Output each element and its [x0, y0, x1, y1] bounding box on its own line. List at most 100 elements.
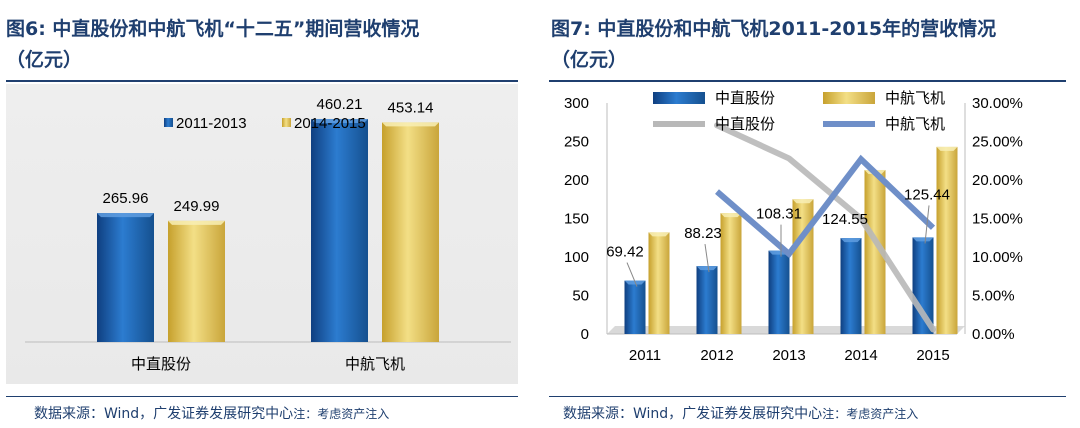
data-label: 88.23 — [684, 225, 722, 242]
figure-7-combo-chart: 300 250 200 150 100 50 0 30.00% 25.00% 20.00% 15.0… — [564, 89, 1023, 364]
title-divider — [549, 80, 1066, 82]
bar-gold-0 — [168, 220, 225, 342]
x-tick-label: 2011 — [629, 347, 661, 364]
category-label: 中航飞机 — [345, 355, 405, 373]
bar-zhonghang-2011 — [648, 232, 670, 334]
data-label: 124.55 — [822, 211, 868, 228]
data-label: 69.42 — [606, 244, 644, 261]
bar-zhongzhi-2014-bevel — [840, 238, 862, 243]
bar-zhongzhi-2012 — [696, 266, 718, 334]
x-tick-label: 2012 — [700, 347, 733, 364]
y-left-tick-label: 0 — [581, 326, 589, 343]
line-zhonghang-growth — [715, 154, 936, 259]
note-text: 注：考虑资产注入 — [822, 407, 919, 421]
y-left-tick-label: 300 — [564, 95, 589, 112]
legend-zhonghang-bar-label: 中航飞机 — [885, 89, 945, 107]
bar-zhongzhi-2011-body — [624, 280, 646, 334]
bar-zhongzhi-2012-bevel — [696, 266, 718, 271]
y-left-tick-label: 100 — [564, 249, 589, 266]
data-label: 460.21 — [317, 96, 363, 113]
bar-gold-1-bevel — [382, 122, 439, 127]
source-text: 数据来源：Wind，广发证券发展研究中心 — [563, 406, 823, 422]
data-label: 125.44 — [904, 186, 950, 203]
bar-zhonghang-2013-bevel — [792, 199, 814, 204]
bar-zhongzhi-2013-body — [768, 250, 790, 334]
line-zhongzhi-growth — [714, 122, 936, 333]
data-label: 265.96 — [103, 190, 149, 207]
bar-zhonghang-2012 — [720, 213, 742, 334]
bar-zhonghang-2012-bevel — [720, 213, 742, 218]
legend-zhonghang-line-label: 中航飞机 — [885, 115, 945, 133]
y-right-tick-label: 25.00% — [972, 134, 1023, 151]
legend-zhonghang-bar-swatch — [823, 92, 875, 104]
source-divider — [549, 396, 1066, 397]
bar-zhonghang-2015 — [936, 146, 958, 334]
legend-zhongzhi-line-label: 中直股份 — [715, 115, 775, 133]
bar-zhonghang-2011-body — [648, 232, 670, 334]
x-tick-label: 2014 — [844, 347, 877, 364]
y-right-tick-label: 5.00% — [972, 288, 1015, 305]
right-figure-panel: 图7: 中直股份和中航飞机2011-2015年的营收情况 （亿元） 300 250… — [545, 0, 1080, 428]
figure-7-source: 数据来源：Wind，广发证券发展研究中心注：考虑资产注入 — [563, 403, 918, 423]
figure-6-title-unit: （亿元） — [6, 49, 83, 71]
bar-zhongzhi-2012-body — [696, 266, 718, 334]
x-tick-label: 2013 — [772, 347, 805, 364]
bar-blue-0-bevel — [97, 213, 154, 218]
bar-zhongzhi-2011 — [624, 280, 646, 334]
bar-blue-1 — [311, 118, 368, 342]
y-right-tick-label: 10.00% — [972, 249, 1023, 266]
data-label-leader — [704, 243, 710, 273]
legend-swatch-blue — [164, 118, 173, 127]
bar-blue-0 — [97, 213, 154, 342]
data-label: 249.99 — [174, 198, 220, 215]
y-right-tick-label: 20.00% — [972, 172, 1023, 189]
note-text: 注：考虑资产注入 — [293, 407, 390, 421]
bar-gold-1 — [382, 122, 439, 342]
bar-blue-0-body — [97, 213, 154, 342]
data-label: 108.31 — [756, 206, 802, 223]
figure-7-title-unit: （亿元） — [551, 49, 628, 71]
y-left-tick-label: 150 — [564, 211, 589, 228]
left-figure-panel: 图6: 中直股份和中航飞机“十二五”期间营收情况 （亿元） 265.96 249.… — [0, 0, 526, 428]
y-left-tick-label: 50 — [572, 288, 589, 305]
bar-gold-0-body — [168, 220, 225, 342]
bar-zhongzhi-2015 — [912, 237, 934, 334]
y-left-tick-label: 250 — [564, 134, 589, 151]
bar-blue-1-bevel — [311, 118, 368, 123]
legend-label-gold: 2014-2015 — [294, 115, 366, 132]
legend-zhongzhi-bar-label: 中直股份 — [715, 89, 775, 107]
source-divider — [6, 396, 518, 397]
bar-zhonghang-2015-body — [936, 146, 958, 334]
bar-zhonghang-2015-bevel — [936, 146, 958, 151]
bar-zhongzhi-2014 — [840, 238, 862, 334]
legend-swatch-gold — [282, 118, 291, 127]
bar-gold-1-body — [382, 122, 439, 342]
y-right-tick-label: 0.00% — [972, 326, 1015, 343]
data-label: 453.14 — [388, 99, 434, 116]
figure-6-source: 数据来源：Wind，广发证券发展研究中心注：考虑资产注入 — [34, 403, 389, 423]
figure-6-title: 图6: 中直股份和中航飞机“十二五”期间营收情况 （亿元） — [6, 14, 511, 76]
source-text: 数据来源：Wind，广发证券发展研究中心 — [34, 406, 294, 422]
legend-zhongzhi-bar-swatch — [653, 92, 705, 104]
y-right-tick-label: 30.00% — [972, 95, 1023, 112]
bar-zhonghang-2012-body — [720, 213, 742, 334]
bar-gold-0-bevel — [168, 220, 225, 225]
title-divider — [6, 80, 518, 82]
bar-zhongzhi-2015-bevel — [912, 237, 934, 242]
figure-7-title-line1: 图7: 中直股份和中航飞机2011-2015年的营收情况 — [551, 18, 997, 40]
bar-zhongzhi-2014-body — [840, 238, 862, 334]
figure-7-title: 图7: 中直股份和中航飞机2011-2015年的营收情况 （亿元） — [551, 14, 1056, 76]
legend-label-blue: 2011-2013 — [176, 115, 247, 132]
figure-6-title-line1: 图6: 中直股份和中航飞机“十二五”期间营收情况 — [6, 18, 420, 40]
y-left-tick-label: 200 — [564, 172, 589, 189]
y-right-tick-label: 15.00% — [972, 211, 1023, 228]
bar-zhonghang-2011-bevel — [648, 232, 670, 237]
category-label: 中直股份 — [131, 355, 191, 373]
figure-6-bar-chart: 265.96 249.99 中直股份 460.21 453.14 中航飞机 2011-201… — [25, 96, 511, 373]
bar-zhongzhi-2013 — [768, 250, 790, 334]
data-label-leader — [626, 262, 638, 287]
bar-blue-1-body — [311, 118, 368, 342]
data-label-leader — [924, 205, 930, 244]
bar-zhonghang-2014-body — [864, 169, 886, 334]
bar-zhongzhi-2015-body — [912, 237, 934, 334]
